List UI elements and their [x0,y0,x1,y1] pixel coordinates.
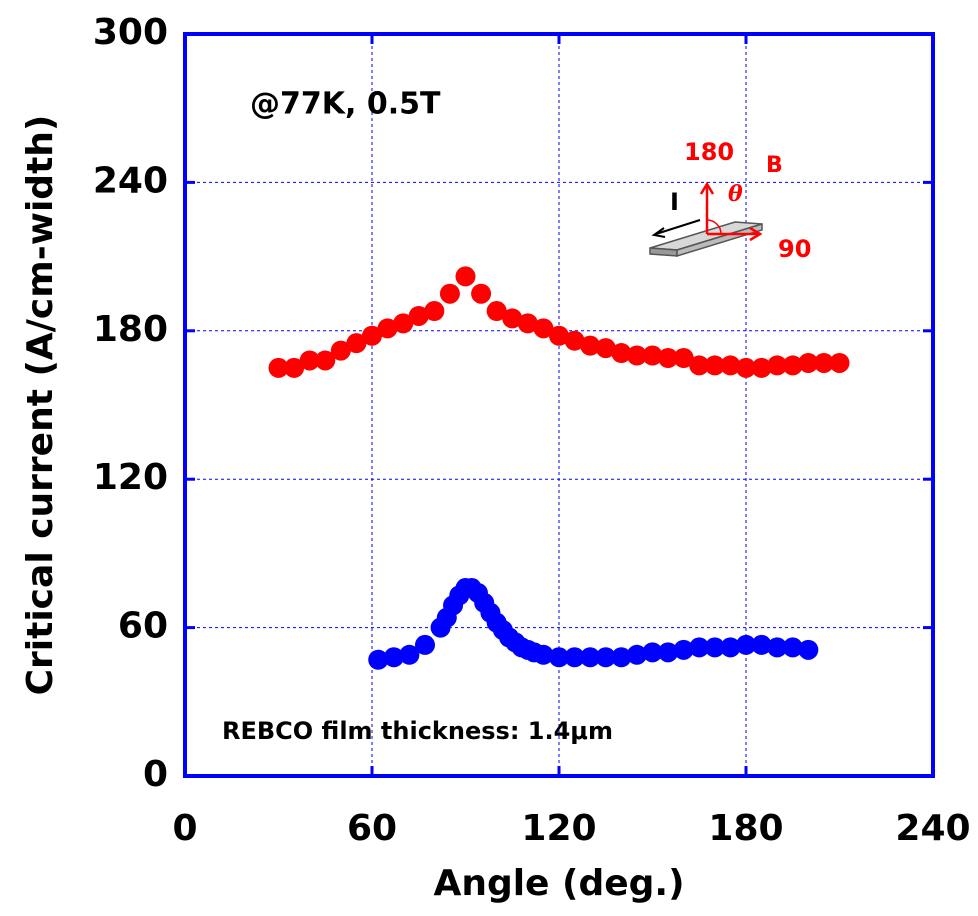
point [330,340,351,361]
point [471,283,492,304]
point [689,637,710,658]
point [720,637,741,658]
point [408,305,429,326]
point [564,647,585,668]
point [751,634,772,655]
point [502,308,523,329]
i-arrow [655,219,701,235]
point [346,333,367,354]
point [284,357,305,378]
point [268,357,289,378]
point [368,649,389,670]
point [642,345,663,366]
point [626,644,647,665]
point [767,637,788,658]
point [393,313,414,334]
point [782,637,803,658]
point [611,647,632,668]
point [720,355,741,376]
point [829,352,850,373]
point [595,647,616,668]
point [704,637,725,658]
x-tick-label: 120 [521,808,596,849]
point [580,335,601,356]
point [549,647,569,668]
point [377,318,398,339]
point [751,357,772,378]
y-tick-label: 60 [118,606,168,647]
point [782,355,803,376]
point [549,325,569,346]
i-arrowhead [651,227,666,238]
point [439,283,460,304]
point [424,301,445,322]
y-tick-label: 0 [143,754,168,795]
inset [649,181,763,258]
point [414,634,435,655]
point [704,355,725,376]
point [626,345,647,366]
y-tick-label: 240 [93,160,168,201]
h-arrowhead [749,226,763,242]
annotation: @77K, 0.5T [250,87,441,122]
x-tick-label: 60 [347,808,397,849]
point [798,352,819,373]
plot-frame [183,32,935,778]
point [658,642,679,663]
y-tick-label: 120 [93,457,168,498]
angle-arc [706,219,722,235]
point [533,318,554,339]
point [642,642,663,663]
point [315,350,336,371]
point [486,301,507,322]
y-axis-label: Critical current (A/cm-width) [20,115,61,696]
point [383,647,404,668]
point [813,352,834,373]
point [517,313,538,334]
point [673,348,694,369]
point [611,343,632,364]
point [362,325,382,346]
annotation: REBCO film thickness: 1.4μm [222,717,613,745]
point [399,644,420,665]
point [299,350,320,371]
point [689,355,710,376]
slab-side [649,247,678,257]
point [595,338,616,359]
y-tick-label: 300 [93,12,168,53]
annotation: B [766,153,783,178]
x-tick-label: 240 [895,808,970,849]
point [658,348,679,369]
point [798,639,819,660]
x-axis-label: Angle (deg.) [433,863,684,904]
annotation: 180 [684,138,734,166]
point [564,330,585,351]
x-tick-label: 180 [708,808,783,849]
annotation: 90 [778,235,811,263]
point [736,634,756,655]
point [767,355,788,376]
annotation: θ [728,181,743,207]
point [673,639,694,660]
point [580,647,601,668]
point [533,644,554,665]
annotation: I [670,188,679,216]
point [736,357,756,378]
x-tick-label: 0 [172,808,197,849]
y-tick-label: 180 [93,309,168,350]
b-arrowhead [699,181,715,195]
point [455,266,476,287]
slab-front [676,222,763,258]
